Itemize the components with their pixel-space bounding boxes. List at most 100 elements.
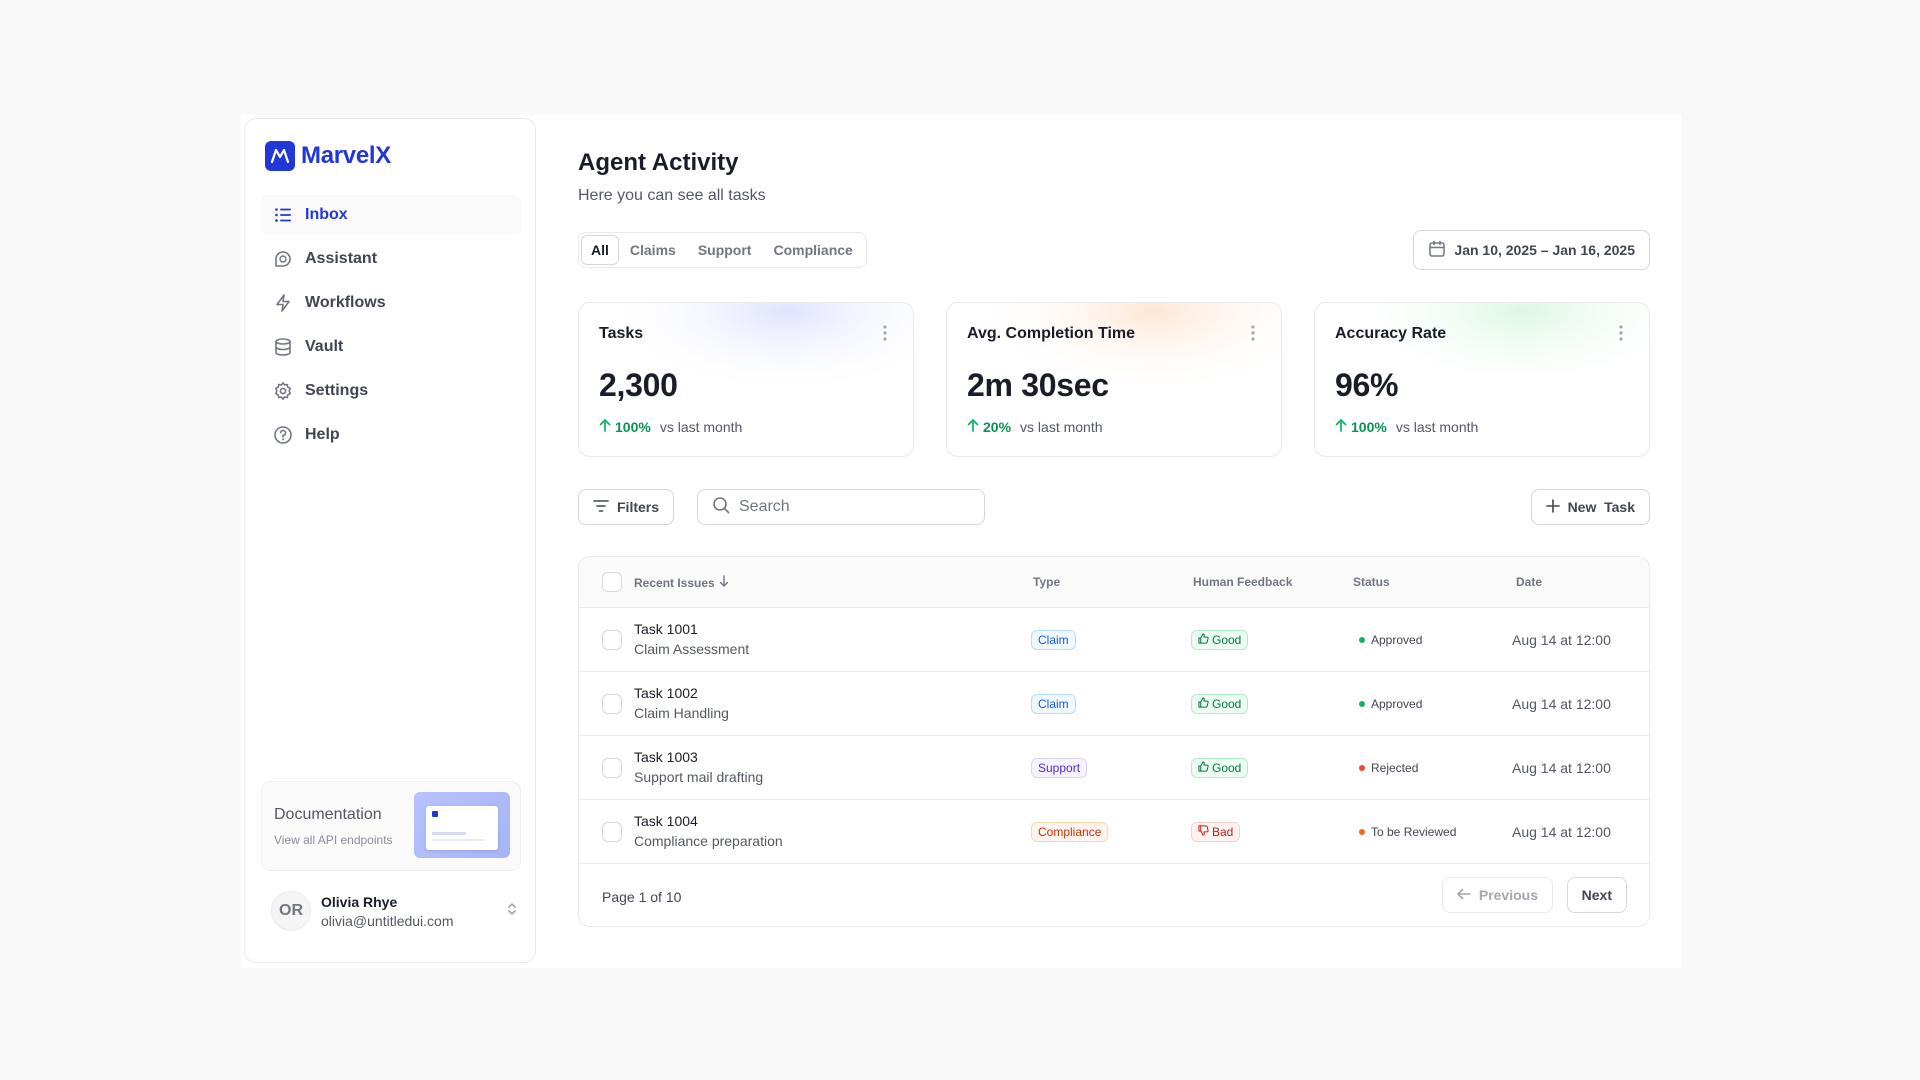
table-row[interactable]: Task 1001 Claim Assessment Claim Good Ap… bbox=[579, 608, 1649, 672]
sidebar-item-vault[interactable]: Vault bbox=[261, 327, 521, 367]
tab-all[interactable]: All bbox=[581, 235, 619, 265]
thumbs-up-icon bbox=[1198, 633, 1209, 647]
sidebar: MarvelX Inbox Assistant Workflows bbox=[244, 118, 536, 963]
trend-value: 20% bbox=[983, 418, 1012, 435]
tab-compliance[interactable]: Compliance bbox=[773, 242, 853, 258]
stat-trend: 20% vs last month bbox=[967, 418, 1103, 435]
main-content: Agent Activity Here you can see all task… bbox=[578, 115, 1650, 968]
new-task-button[interactable]: New Task bbox=[1530, 489, 1650, 525]
stat-trend: 100% vs last month bbox=[1335, 418, 1478, 435]
tab-support[interactable]: Support bbox=[697, 242, 752, 258]
filters-button[interactable]: Filters bbox=[578, 489, 675, 525]
arrow-up-icon bbox=[967, 418, 979, 435]
status-dot bbox=[1359, 829, 1365, 835]
row-checkbox[interactable] bbox=[602, 758, 622, 778]
task-name: Task 1004 bbox=[634, 813, 698, 829]
previous-label: Previous bbox=[1478, 887, 1538, 903]
feedback-label: Good bbox=[1212, 633, 1242, 647]
sidebar-item-label: Vault bbox=[305, 338, 344, 355]
more-vertical-icon[interactable] bbox=[883, 325, 887, 346]
brand-logo[interactable]: MarvelX bbox=[265, 141, 391, 171]
previous-button[interactable]: Previous bbox=[1441, 877, 1553, 913]
lightning-icon bbox=[273, 293, 293, 313]
status-dot bbox=[1359, 637, 1365, 643]
task-name: Task 1002 bbox=[634, 685, 698, 701]
chevron-up-down-icon[interactable] bbox=[505, 901, 519, 922]
stat-label: Accuracy Rate bbox=[1335, 325, 1447, 342]
user-email: olivia@untitledui.com bbox=[321, 912, 454, 929]
task-description: Support mail drafting bbox=[634, 769, 764, 785]
trend-value: 100% bbox=[615, 418, 651, 435]
user-profile[interactable]: OR Olivia Rhye olivia@untitledui.com bbox=[271, 891, 519, 931]
stat-card-avg-completion: Avg. Completion Time 2m 30sec 20% vs las… bbox=[946, 302, 1282, 457]
stat-glow bbox=[579, 303, 913, 456]
sidebar-item-settings[interactable]: Settings bbox=[261, 371, 521, 411]
column-header-status: Status bbox=[1353, 575, 1390, 589]
stat-glow bbox=[1315, 303, 1649, 456]
more-vertical-icon[interactable] bbox=[1251, 325, 1255, 346]
column-header-issue[interactable]: Recent Issues bbox=[634, 575, 729, 590]
column-header-feedback: Human Feedback bbox=[1193, 575, 1293, 589]
status-indicator: To be Reviewed bbox=[1359, 825, 1456, 839]
date-range-picker[interactable]: Jan 10, 2025 – Jan 16, 2025 bbox=[1413, 230, 1650, 270]
filter-tabs: All Claims Support Compliance bbox=[578, 232, 867, 268]
stat-trend: 100% vs last month bbox=[599, 418, 742, 435]
chat-bubble-icon bbox=[273, 249, 293, 269]
page-subtitle: Here you can see all tasks bbox=[578, 187, 766, 204]
search-icon bbox=[712, 496, 730, 519]
date-cell: Aug 14 at 12:00 bbox=[1512, 632, 1611, 648]
row-checkbox[interactable] bbox=[602, 822, 622, 842]
feedback-badge: Good bbox=[1191, 694, 1249, 714]
row-checkbox[interactable] bbox=[602, 694, 622, 714]
list-icon bbox=[273, 205, 293, 225]
search-field[interactable] bbox=[697, 489, 985, 525]
type-badge: Claim bbox=[1031, 630, 1076, 650]
more-vertical-icon[interactable] bbox=[1619, 325, 1623, 346]
thumbs-up-icon bbox=[1198, 697, 1209, 711]
status-label: Approved bbox=[1371, 633, 1423, 647]
type-badge: Support bbox=[1031, 758, 1088, 778]
table-row[interactable]: Task 1002 Claim Handling Claim Good Appr… bbox=[579, 672, 1649, 736]
sidebar-item-workflows[interactable]: Workflows bbox=[261, 283, 521, 323]
plus-icon bbox=[1545, 498, 1560, 516]
thumbs-up-icon bbox=[1198, 761, 1209, 775]
table-row[interactable]: Task 1004 Compliance preparation Complia… bbox=[579, 800, 1649, 864]
sidebar-item-help[interactable]: Help bbox=[261, 415, 521, 455]
search-input[interactable] bbox=[739, 498, 969, 516]
avatar: OR bbox=[271, 891, 311, 931]
marvelx-logo-icon bbox=[265, 141, 295, 171]
stat-card-accuracy: Accuracy Rate 96% 100% vs last month bbox=[1314, 302, 1650, 457]
sidebar-item-inbox[interactable]: Inbox bbox=[261, 195, 521, 235]
documentation-card[interactable]: Documentation View all API endpoints bbox=[261, 781, 521, 871]
feedback-label: Good bbox=[1212, 697, 1242, 711]
stat-value: 96% bbox=[1335, 367, 1399, 403]
filter-lines-icon bbox=[593, 499, 609, 516]
type-badge: Compliance bbox=[1031, 822, 1109, 842]
calendar-icon bbox=[1428, 240, 1446, 261]
sidebar-item-assistant[interactable]: Assistant bbox=[261, 239, 521, 279]
table-row[interactable]: Task 1003 Support mail drafting Support … bbox=[579, 736, 1649, 800]
column-label: Recent Issues bbox=[634, 575, 715, 590]
thumbs-down-icon bbox=[1198, 825, 1209, 839]
feedback-label: Good bbox=[1212, 761, 1242, 775]
select-all-checkbox[interactable] bbox=[602, 572, 622, 592]
trend-label: vs last month bbox=[659, 418, 743, 435]
arrow-left-icon bbox=[1457, 887, 1471, 903]
documentation-subtitle: View all API endpoints bbox=[274, 833, 393, 847]
status-indicator: Approved bbox=[1359, 697, 1422, 711]
sidebar-item-label: Inbox bbox=[305, 206, 348, 223]
tab-claims[interactable]: Claims bbox=[629, 242, 676, 258]
date-cell: Aug 14 at 12:00 bbox=[1512, 824, 1611, 840]
next-button[interactable]: Next bbox=[1566, 877, 1627, 913]
status-label: Approved bbox=[1371, 697, 1423, 711]
row-checkbox[interactable] bbox=[602, 630, 622, 650]
stat-label: Avg. Completion Time bbox=[967, 325, 1136, 342]
column-header-date: Date bbox=[1516, 575, 1543, 589]
status-indicator: Approved bbox=[1359, 633, 1422, 647]
tasks-table: Recent Issues Type Human Feedback Status… bbox=[578, 556, 1650, 927]
task-description: Claim Assessment bbox=[634, 641, 750, 657]
user-name: Olivia Rhye bbox=[321, 893, 398, 910]
sidebar-item-label: Workflows bbox=[305, 294, 386, 311]
sidebar-item-label: Assistant bbox=[305, 250, 378, 267]
trend-value: 100% bbox=[1351, 418, 1387, 435]
